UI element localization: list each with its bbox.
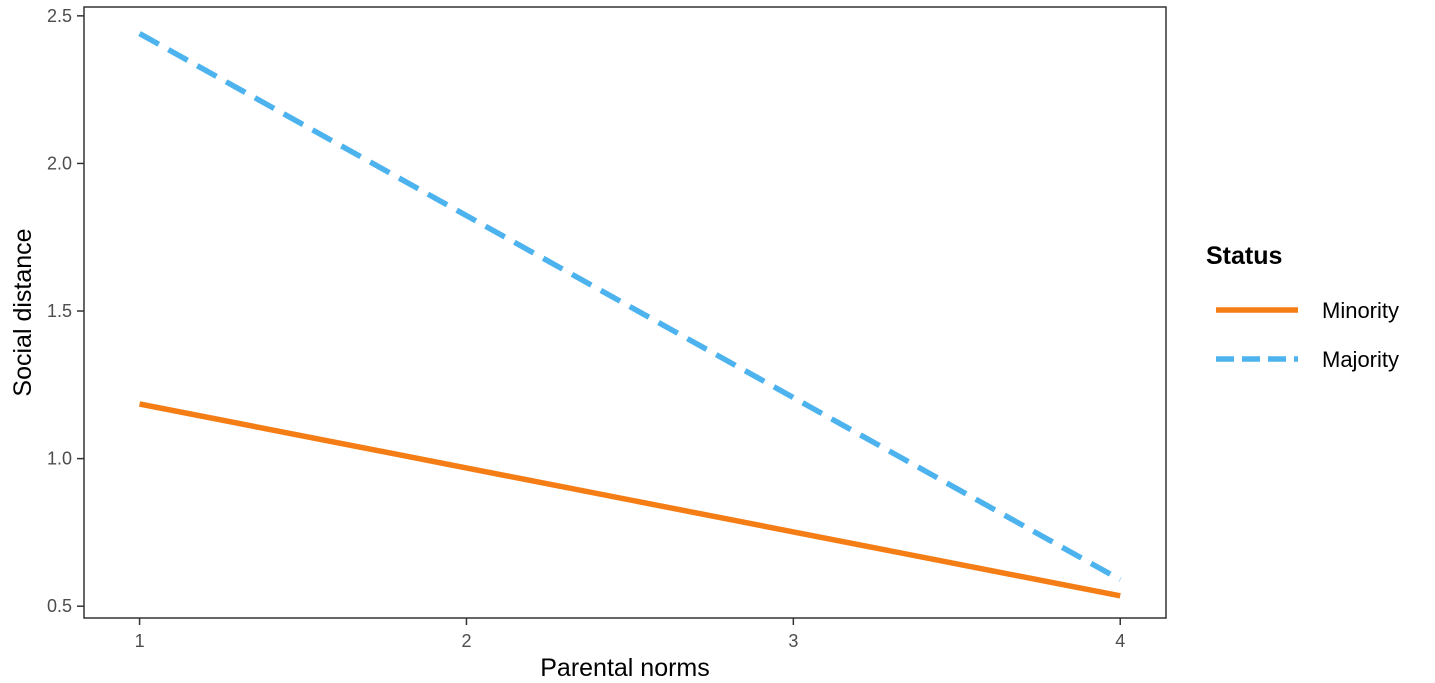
- x-axis-title: Parental norms: [540, 654, 710, 682]
- x-tick-label: 1: [135, 631, 145, 651]
- x-axis: 1 2 3 4: [135, 618, 1125, 651]
- x-tick-label: 2: [461, 631, 471, 651]
- series-layer: [138, 31, 1122, 599]
- series-line-majority: [138, 31, 1122, 583]
- y-tick-label: 0.5: [47, 596, 72, 616]
- y-tick-label: 2.0: [47, 153, 72, 173]
- series-line-minority: [139, 401, 1121, 599]
- legend: Status Minority Majority: [1206, 242, 1399, 372]
- y-axis: 0.5 1.0 1.5 2.0 2.5: [47, 6, 84, 616]
- x-tick-label: 3: [788, 631, 798, 651]
- y-tick-label: 1.0: [47, 449, 72, 469]
- legend-title: Status: [1206, 242, 1282, 270]
- legend-label-majority: Majority: [1322, 347, 1399, 372]
- panel-border: [83, 6, 1167, 619]
- x-tick-label: 4: [1115, 631, 1125, 651]
- legend-items: Minority Majority: [1216, 298, 1399, 372]
- plot-area: [83, 6, 1167, 619]
- legend-label-minority: Minority: [1322, 298, 1399, 323]
- y-axis-title: Social distance: [9, 228, 37, 396]
- y-tick-label: 2.5: [47, 6, 72, 26]
- y-tick-label: 1.5: [47, 301, 72, 321]
